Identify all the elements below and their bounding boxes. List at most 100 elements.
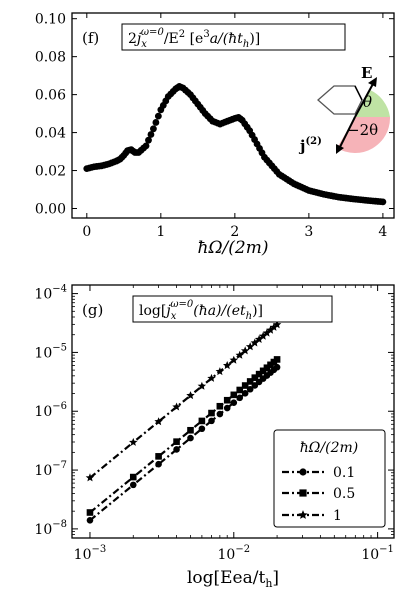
inset-upper-wedge bbox=[355, 90, 390, 117]
g-data-point-0.5 bbox=[273, 356, 281, 363]
g-data-point-1 bbox=[245, 342, 255, 351]
f-ytick-label: 0.04 bbox=[35, 126, 66, 142]
g-data-point-0.1 bbox=[246, 385, 254, 393]
legend-frame bbox=[273, 429, 386, 528]
inset-e-vector-icon bbox=[354, 81, 375, 118]
g-data-point-0.5 bbox=[223, 396, 231, 404]
g-data-point-1 bbox=[186, 391, 195, 400]
legend-marker-0.1 bbox=[299, 468, 307, 476]
panel-f-xlabel: ħΩ/(2m) bbox=[198, 238, 269, 258]
f-ytick-label: 0.10 bbox=[35, 12, 66, 28]
g-data-point-1 bbox=[262, 328, 272, 337]
g-data-point-0.1 bbox=[230, 399, 238, 406]
inset-e-label: E bbox=[361, 64, 372, 82]
f-xtick-label: 1 bbox=[156, 224, 165, 240]
g-data-point-0.5 bbox=[251, 374, 259, 381]
g-data-point-0.1 bbox=[236, 394, 244, 402]
inset-dark-edge bbox=[354, 85, 363, 101]
f-ytick-label: 0.02 bbox=[35, 164, 66, 180]
panel-f-ticks: 0 1 2 3 4 0.00 0.02 0.04 0.06 0.08 0.10 bbox=[35, 12, 394, 240]
g-data-point-0.5 bbox=[246, 378, 254, 385]
f-ytick-label: 0.06 bbox=[35, 88, 66, 104]
f-data-point bbox=[145, 136, 152, 144]
inset-angle-label: θ bbox=[363, 93, 372, 111]
inset-e-arrowhead-icon bbox=[368, 77, 377, 87]
g-data-point-0.5 bbox=[208, 409, 215, 417]
g-data-point-1 bbox=[207, 373, 216, 382]
g-xtick-label: 10−1 bbox=[361, 544, 394, 563]
g-data-point-0.1 bbox=[216, 410, 224, 418]
panel-g-legend: ħΩ/(2m) 0.1 0.5 1 bbox=[273, 429, 386, 528]
g-data-point-0.5 bbox=[236, 386, 244, 394]
legend-marker-1 bbox=[298, 510, 308, 519]
g-data-point-0.1 bbox=[86, 516, 94, 524]
g-data-point-0.5 bbox=[198, 417, 206, 425]
g-xtick-label: 10−2 bbox=[218, 544, 251, 563]
panel-g-title: log[jxω=0(ħa)/(eth)] bbox=[139, 299, 263, 322]
g-ytick-label: 10−6 bbox=[34, 401, 67, 420]
f-data-point bbox=[379, 198, 387, 206]
panel-f-title-box bbox=[121, 23, 346, 51]
f-data-point bbox=[147, 131, 155, 138]
g-data-point-0.1 bbox=[129, 481, 137, 489]
g-data-point-1 bbox=[235, 350, 244, 359]
panel-f-inset: E θ j(2) −2θ bbox=[298, 64, 391, 155]
f-ytick-label: 0.00 bbox=[35, 202, 66, 218]
panel-f-title: 2jxω=0/E2 [e3a/(ħth)] bbox=[128, 27, 260, 50]
panel-g-title-box bbox=[132, 295, 333, 323]
g-data-point-0.5 bbox=[267, 361, 274, 369]
panel-g: 10−3 10−2 10−1 10−8 10−7 10−6 10−5 10−4 (g) log… bbox=[34, 284, 395, 590]
panel-f-frame bbox=[71, 12, 395, 219]
panel-g-label: (g) bbox=[82, 301, 103, 319]
f-xtick-label: 0 bbox=[82, 224, 91, 240]
g-data-point-0.5 bbox=[86, 509, 94, 516]
panel-f-data-points bbox=[83, 83, 387, 206]
g-data-point-0.1 bbox=[187, 434, 194, 442]
g-data-point-0.5 bbox=[129, 473, 137, 481]
g-data-point-0.5 bbox=[230, 391, 238, 399]
panel-f-label: (f) bbox=[82, 29, 99, 47]
panel-g-ticks: 10−3 10−2 10−1 10−8 10−7 10−6 10−5 10−4 bbox=[34, 284, 394, 563]
f-xtick-label: 4 bbox=[378, 224, 387, 240]
g-data-point-0.5 bbox=[263, 364, 271, 372]
g-data-point-1 bbox=[240, 346, 250, 355]
g-data-point-0.5 bbox=[216, 402, 224, 410]
g-data-point-1 bbox=[266, 325, 275, 334]
inset-current-arrowhead-icon bbox=[336, 144, 344, 154]
inset-current-label: j(2) bbox=[298, 136, 322, 155]
g-data-point-1 bbox=[129, 437, 138, 446]
panel-g-data-points bbox=[85, 320, 282, 524]
inset-neg-angle-label: −2θ bbox=[347, 121, 378, 139]
g-data-point-0.5 bbox=[259, 367, 267, 375]
g-data-point-0.1 bbox=[155, 460, 162, 468]
panel-g-xlabel: log[Eea/th] bbox=[187, 568, 279, 590]
g-data-point-0.5 bbox=[255, 370, 263, 378]
g-data-point-0.1 bbox=[223, 404, 231, 412]
g-data-point-1 bbox=[229, 355, 238, 364]
g-ytick-label: 10−5 bbox=[34, 342, 67, 361]
g-data-point-1 bbox=[215, 367, 225, 376]
legend-label-1: 0.5 bbox=[333, 486, 355, 502]
g-data-point-1 bbox=[269, 322, 279, 331]
inset-current-vector-icon bbox=[338, 116, 356, 150]
f-data-point bbox=[152, 119, 160, 126]
g-data-point-1 bbox=[154, 417, 163, 426]
g-data-point-0.5 bbox=[173, 438, 180, 445]
f-xtick-label: 3 bbox=[304, 224, 313, 240]
g-data-point-0.5 bbox=[155, 453, 162, 460]
legend-title: ħΩ/(2m) bbox=[300, 440, 358, 456]
g-xtick-label: 10−3 bbox=[74, 544, 107, 563]
g-data-point-1 bbox=[85, 473, 95, 482]
g-data-point-1 bbox=[223, 361, 232, 370]
g-ytick-label: 10−7 bbox=[34, 460, 67, 479]
g-data-point-0.5 bbox=[187, 426, 194, 434]
g-data-point-1 bbox=[254, 334, 264, 343]
f-data-point bbox=[150, 125, 157, 133]
g-data-point-0.1 bbox=[208, 417, 215, 425]
panel-f: 0 1 2 3 4 0.00 0.02 0.04 0.06 0.08 0.10 (f) 2jxω=0… bbox=[35, 12, 395, 258]
g-ytick-label: 10−8 bbox=[34, 519, 67, 538]
legend-marker-0.5 bbox=[299, 489, 307, 497]
f-xtick-label: 2 bbox=[230, 224, 239, 240]
legend-label-2: 1 bbox=[333, 508, 342, 524]
